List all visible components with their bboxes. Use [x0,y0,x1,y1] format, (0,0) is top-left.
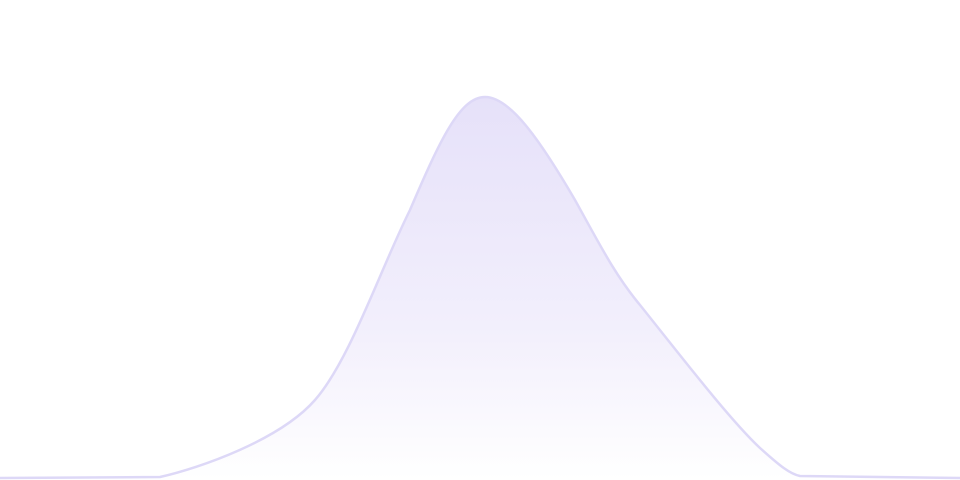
curve-area [0,97,960,480]
curve-line [0,95,960,480]
